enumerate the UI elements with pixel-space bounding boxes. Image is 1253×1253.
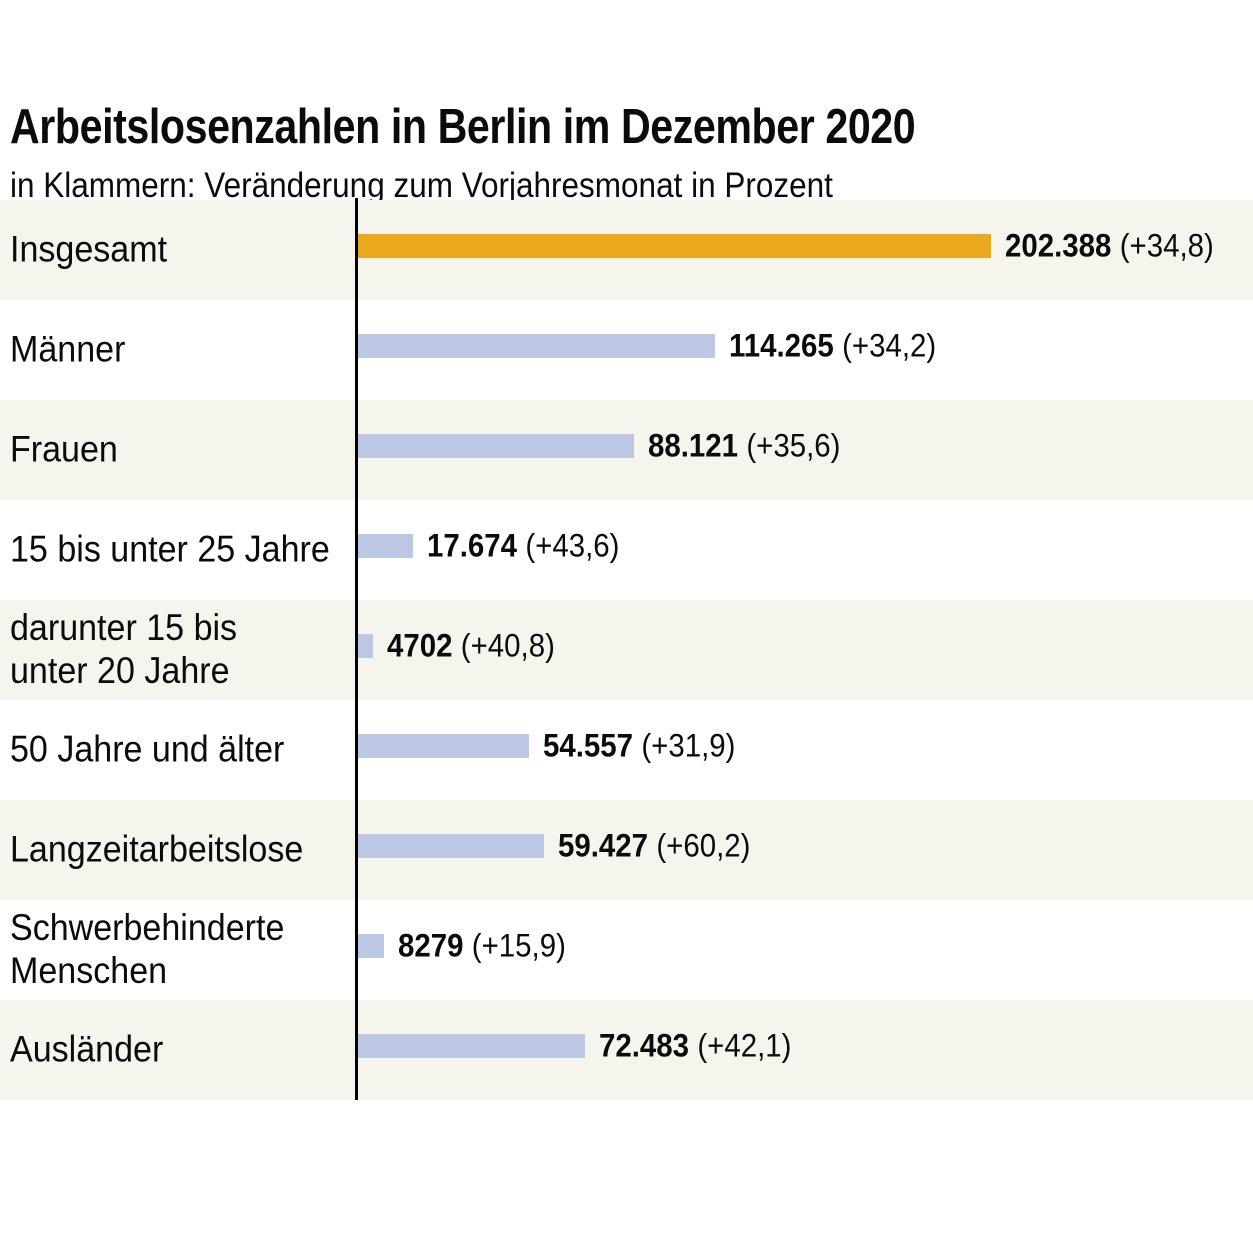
change-label: (+34,8): [1119, 227, 1214, 264]
chart-row: Männer 114.265 (+34,2): [0, 300, 1253, 400]
value-label: 8279: [398, 927, 464, 964]
value-annotation: 59.427 (+60,2): [558, 828, 750, 865]
change-label: (+40,8): [460, 627, 555, 664]
value-annotation: 4702 (+40,8): [387, 628, 555, 665]
bar: [358, 634, 373, 658]
chart-row: darunter 15 bis unter 20 Jahre 4702 (+40,8…: [0, 600, 1253, 700]
category-label: Ausländer: [10, 1028, 164, 1070]
change-label: (+15,9): [471, 927, 566, 964]
chart-title: Arbeitslosenzahlen in Berlin im Dezember…: [10, 99, 916, 154]
category-label: Männer: [10, 328, 126, 370]
chart-row: Frauen 88.121 (+35,6): [0, 400, 1253, 500]
value-annotation: 17.674 (+43,6): [427, 528, 619, 565]
category-label: Langzeitarbeitslose: [10, 828, 304, 870]
axis-line: [355, 198, 358, 1100]
value-annotation: 114.265 (+34,2): [729, 328, 936, 365]
category-label: 15 bis unter 25 Jahre: [10, 528, 330, 570]
bar: [358, 834, 544, 858]
bar: [358, 1034, 585, 1058]
value-label: 114.265: [729, 327, 834, 364]
value-label: 59.427: [558, 827, 649, 864]
bar-chart: Insgesamt 202.388 (+34,8) Männer 114.265 (+34…: [0, 198, 1253, 1100]
change-label: (+35,6): [746, 427, 841, 464]
change-label: (+43,6): [525, 527, 620, 564]
chart-row: Schwerbehinderte Menschen 8279 (+15,9): [0, 900, 1253, 1000]
value-annotation: 88.121 (+35,6): [648, 428, 840, 465]
chart-row: Ausländer 72.483 (+42,1): [0, 1000, 1253, 1100]
category-label: darunter 15 bis unter 20 Jahre: [10, 607, 238, 691]
chart-row: 50 Jahre und älter 54.557 (+31,9): [0, 700, 1253, 800]
bar: [358, 934, 384, 958]
value-label: 54.557: [543, 727, 634, 764]
value-label: 88.121: [648, 427, 739, 464]
value-label: 17.674: [427, 527, 518, 564]
change-label: (+60,2): [656, 827, 751, 864]
bar: [358, 734, 529, 758]
chart-row: Insgesamt 202.388 (+34,8): [0, 200, 1253, 300]
bar: [358, 434, 634, 458]
value-annotation: 72.483 (+42,1): [599, 1028, 791, 1065]
bar: [358, 334, 715, 358]
bar: [358, 534, 413, 558]
value-annotation: 8279 (+15,9): [398, 928, 566, 965]
value-label: 4702: [387, 627, 453, 664]
change-label: (+34,2): [842, 327, 937, 364]
category-label: Schwerbehinderte Menschen: [10, 907, 285, 991]
category-label: 50 Jahre und älter: [10, 728, 285, 770]
value-annotation: 202.388 (+34,8): [1005, 228, 1214, 265]
chart-subtitle: in Klammern: Veränderung zum Vorjahresmo…: [10, 166, 833, 205]
category-label: Insgesamt: [10, 228, 168, 270]
value-label: 72.483: [599, 1027, 690, 1064]
value-annotation: 54.557 (+31,9): [543, 728, 735, 765]
chart-row: Langzeitarbeitslose 59.427 (+60,2): [0, 800, 1253, 900]
value-label: 202.388: [1005, 227, 1112, 264]
change-label: (+42,1): [697, 1027, 792, 1064]
change-label: (+31,9): [641, 727, 736, 764]
bar-highlight: [358, 234, 991, 258]
category-label: Frauen: [10, 428, 118, 470]
chart-row: 15 bis unter 25 Jahre 17.674 (+43,6): [0, 500, 1253, 600]
